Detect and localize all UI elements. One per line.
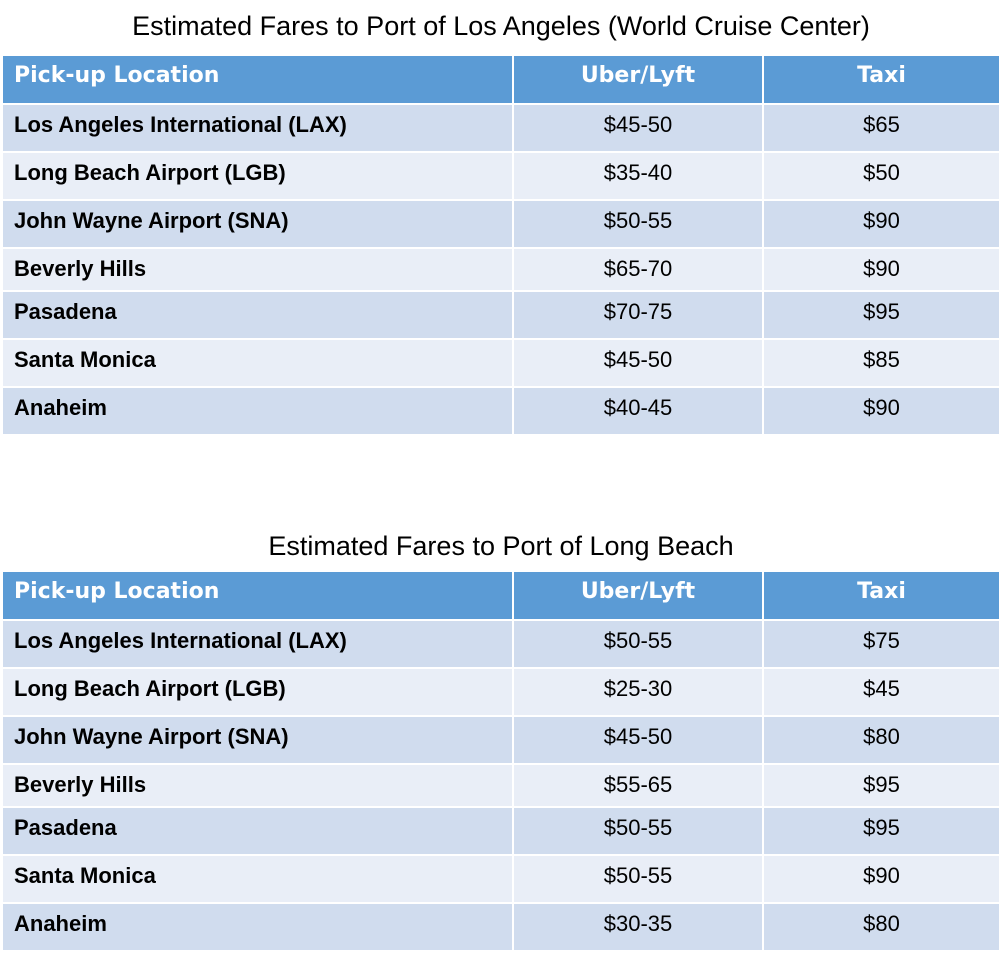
table-row: John Wayne Airport (SNA) $50-55 $90 [3, 200, 999, 249]
uber-lyft-fare-cell: $50-55 [513, 620, 764, 669]
column-header-taxi: Taxi [763, 56, 999, 105]
table-header-row: Pick-up Location Uber/Lyft Taxi [3, 56, 999, 105]
pickup-location-cell: Pasadena [3, 291, 514, 340]
pickup-location-cell: John Wayne Airport (SNA) [3, 716, 514, 765]
table-row: Pasadena $70-75 $95 [3, 291, 999, 340]
column-header-uber-lyft: Uber/Lyft [513, 56, 764, 105]
column-header-uber-lyft: Uber/Lyft [513, 572, 764, 621]
table-row: Santa Monica $50-55 $90 [3, 855, 999, 904]
uber-lyft-fare-cell: $25-30 [513, 668, 764, 717]
table-row: Long Beach Airport (LGB) $35-40 $50 [3, 152, 999, 201]
column-header-pickup-location: Pick-up Location [3, 572, 514, 621]
taxi-fare-cell: $90 [763, 200, 999, 249]
pickup-location-cell: Anaheim [3, 903, 514, 952]
uber-lyft-fare-cell: $50-55 [513, 855, 764, 904]
taxi-fare-cell: $45 [763, 668, 999, 717]
uber-lyft-fare-cell: $45-50 [513, 716, 764, 765]
table-header-row: Pick-up Location Uber/Lyft Taxi [3, 572, 999, 621]
taxi-fare-cell: $90 [763, 387, 999, 436]
taxi-fare-cell: $75 [763, 620, 999, 669]
table-row: Beverly Hills $65-70 $90 [3, 248, 999, 292]
table-row: Long Beach Airport (LGB) $25-30 $45 [3, 668, 999, 717]
pickup-location-cell: Anaheim [3, 387, 514, 436]
pickup-location-cell: Long Beach Airport (LGB) [3, 668, 514, 717]
uber-lyft-fare-cell: $55-65 [513, 764, 764, 808]
table-row: Pasadena $50-55 $95 [3, 807, 999, 856]
table-row: Los Angeles International (LAX) $50-55 $… [3, 620, 999, 669]
table-row: Santa Monica $45-50 $85 [3, 339, 999, 388]
uber-lyft-fare-cell: $70-75 [513, 291, 764, 340]
taxi-fare-cell: $80 [763, 716, 999, 765]
table-row: Beverly Hills $55-65 $95 [3, 764, 999, 808]
taxi-fare-cell: $90 [763, 248, 999, 292]
column-header-taxi: Taxi [763, 572, 999, 621]
taxi-fare-cell: $80 [763, 903, 999, 952]
table-title: Estimated Fares to Port of Long Beach [268, 531, 734, 561]
uber-lyft-fare-cell: $45-50 [513, 104, 764, 153]
pickup-location-cell: Beverly Hills [3, 764, 514, 808]
taxi-fare-cell: $95 [763, 764, 999, 808]
fare-table: Pick-up Location Uber/Lyft Taxi Los Ange… [3, 572, 999, 952]
table-title: Estimated Fares to Port of Los Angeles (… [132, 11, 870, 41]
taxi-fare-cell: $95 [763, 291, 999, 340]
uber-lyft-fare-cell: $30-35 [513, 903, 764, 952]
table-row: Anaheim $30-35 $80 [3, 903, 999, 952]
taxi-fare-cell: $85 [763, 339, 999, 388]
pickup-location-cell: John Wayne Airport (SNA) [3, 200, 514, 249]
table-row: Los Angeles International (LAX) $45-50 $… [3, 104, 999, 153]
uber-lyft-fare-cell: $35-40 [513, 152, 764, 201]
taxi-fare-cell: $90 [763, 855, 999, 904]
pickup-location-cell: Santa Monica [3, 339, 514, 388]
uber-lyft-fare-cell: $50-55 [513, 200, 764, 249]
pickup-location-cell: Beverly Hills [3, 248, 514, 292]
pickup-location-cell: Pasadena [3, 807, 514, 856]
uber-lyft-fare-cell: $40-45 [513, 387, 764, 436]
fare-section-port-of-los-angeles: Estimated Fares to Port of Los Angeles (… [3, 0, 999, 436]
column-header-pickup-location: Pick-up Location [3, 56, 514, 105]
taxi-fare-cell: $95 [763, 807, 999, 856]
taxi-fare-cell: $50 [763, 152, 999, 201]
uber-lyft-fare-cell: $50-55 [513, 807, 764, 856]
pickup-location-cell: Los Angeles International (LAX) [3, 620, 514, 669]
uber-lyft-fare-cell: $65-70 [513, 248, 764, 292]
taxi-fare-cell: $65 [763, 104, 999, 153]
fare-section-port-of-long-beach: Estimated Fares to Port of Long Beach Pi… [3, 520, 999, 952]
table-row: John Wayne Airport (SNA) $45-50 $80 [3, 716, 999, 765]
uber-lyft-fare-cell: $45-50 [513, 339, 764, 388]
pickup-location-cell: Los Angeles International (LAX) [3, 104, 514, 153]
table-row: Anaheim $40-45 $90 [3, 387, 999, 436]
fare-table: Pick-up Location Uber/Lyft Taxi Los Ange… [3, 56, 999, 436]
pickup-location-cell: Santa Monica [3, 855, 514, 904]
pickup-location-cell: Long Beach Airport (LGB) [3, 152, 514, 201]
